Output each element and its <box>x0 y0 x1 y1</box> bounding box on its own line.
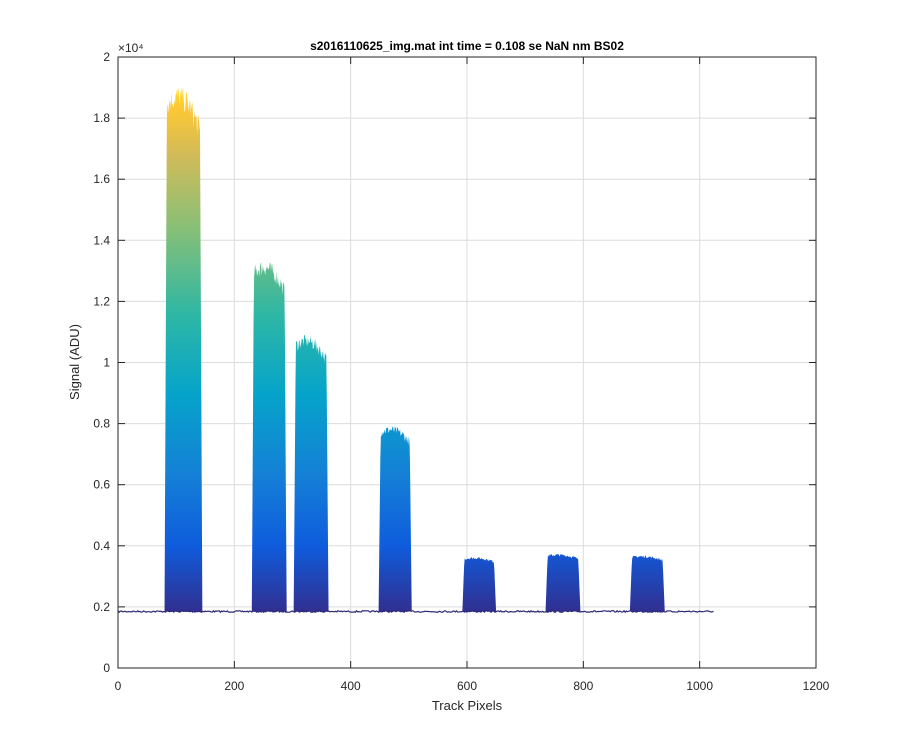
x-tick-label: 0 <box>115 679 122 693</box>
peak-6 <box>545 553 581 612</box>
x-tick-label: 800 <box>573 679 593 693</box>
y-tick-label: 1.8 <box>93 111 110 125</box>
x-axis-label: Track Pixels <box>432 698 503 713</box>
y-tick-label: 0.8 <box>93 417 110 431</box>
peak-5 <box>462 556 497 612</box>
y-tick-label: 2 <box>103 50 110 64</box>
x-tick-label: 200 <box>224 679 244 693</box>
y-tick-label: 0.4 <box>93 539 110 553</box>
axis-ticks: 0 200 400 600 800 1000 1200 0 0.2 0.4 0.6 0.8 1 1.2 1.… <box>93 50 829 693</box>
grid <box>118 57 816 668</box>
peak-2 <box>251 262 287 612</box>
y-tick-label: 0 <box>103 661 110 675</box>
y-exponent-label: ×10⁴ <box>118 41 144 55</box>
x-tick-label: 1200 <box>803 679 830 693</box>
signal-baseline-line <box>117 609 714 614</box>
y-tick-label: 1 <box>103 356 110 370</box>
peak-4 <box>378 426 412 612</box>
y-tick-label: 1.6 <box>93 172 110 186</box>
signal-peaks <box>164 86 665 612</box>
y-tick-label: 0.6 <box>93 478 110 492</box>
y-tick-label: 1.2 <box>93 294 110 308</box>
y-axis-label: Signal (ADU) <box>67 324 82 400</box>
x-tick-label: 600 <box>457 679 477 693</box>
peak-7 <box>629 555 665 612</box>
peak-1 <box>164 86 203 612</box>
peak-3 <box>293 334 329 612</box>
chart-title: s2016110625_img.mat int time = 0.108 se … <box>310 39 624 53</box>
y-tick-label: 1.4 <box>93 233 110 247</box>
x-tick-label: 400 <box>341 679 361 693</box>
x-tick-label: 1000 <box>686 679 713 693</box>
y-tick-label: 0.2 <box>93 600 110 614</box>
